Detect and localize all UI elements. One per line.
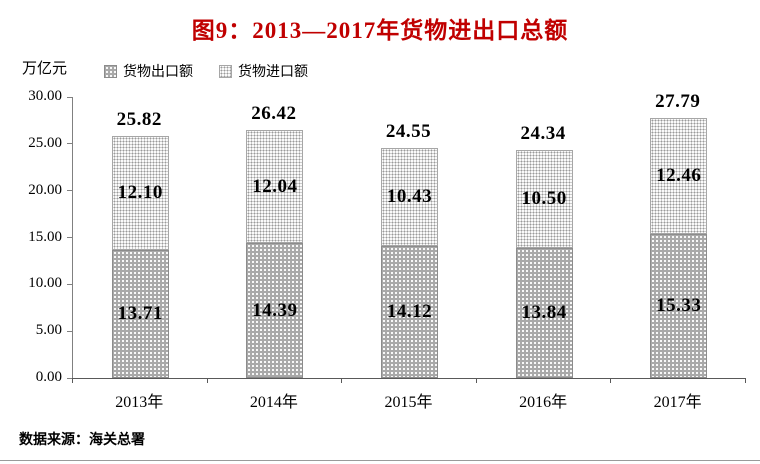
total-value-label: 24.34: [520, 123, 566, 144]
legend-label-import: 货物进口额: [238, 65, 308, 80]
y-tick-label: 0.00: [35, 369, 62, 385]
bar-2015年: 14.12 10.43: [381, 148, 438, 378]
x-tick-mark: [475, 378, 477, 383]
x-tick-mark: [206, 378, 208, 383]
x-category-label: 2016年: [519, 394, 568, 411]
y-tick-mark: [67, 190, 72, 192]
y-tick-mark: [67, 377, 72, 379]
import-value-label: 10.43: [386, 185, 433, 207]
x-category-label: 2013年: [115, 394, 164, 411]
bar-2014年: 14.39 12.04: [246, 130, 304, 378]
y-tick-label: 10.00: [28, 275, 62, 292]
data-source-note: 数据来源：海关总署: [19, 431, 145, 447]
y-tick-mark: [67, 283, 72, 285]
chart-title: 图9：2013—2017年货物进出口总额: [191, 18, 569, 43]
x-tick-mark: [745, 378, 746, 383]
bar-segment-export-2014年: 14.39: [246, 243, 304, 378]
bar-segment-export-2017年: 15.33: [650, 234, 708, 378]
y-axis-unit-label: 万亿元: [22, 61, 68, 77]
bar-2017年: 15.33 12.46: [650, 117, 708, 378]
x-tick-mark: [610, 378, 612, 383]
x-tick-mark: [341, 378, 343, 383]
import-swatch-icon: [219, 64, 232, 78]
export-value-label: 13.84: [521, 302, 567, 324]
y-tick-mark: [67, 143, 72, 145]
bar-2013年: 13.71 12.10: [111, 136, 169, 378]
chart-legend: 货物出口额 货物进口额: [104, 61, 308, 81]
y-tick-label: 30.00: [28, 88, 62, 104]
y-tick-mark: [67, 237, 72, 238]
y-tick-mark: [67, 96, 72, 98]
bar-segment-import-2017年: 12.46: [650, 117, 708, 235]
export-swatch-icon: [104, 64, 117, 78]
y-tick-label: 5.00: [35, 322, 62, 339]
y-tick-label: 15.00: [28, 228, 62, 245]
bar-segment-import-2016年: 10.50: [515, 150, 573, 249]
total-value-label: 27.79: [655, 90, 701, 112]
legend-item-import: 货物进口额: [219, 61, 308, 81]
bar-segment-import-2014年: 12.04: [246, 130, 304, 244]
x-category-label: 2015年: [384, 394, 433, 411]
y-tick-label: 20.00: [28, 181, 62, 198]
bar-segment-export-2013年: 13.71: [111, 249, 169, 378]
export-value-label: 14.12: [386, 300, 433, 322]
total-value-label: 26.42: [251, 103, 297, 125]
import-value-label: 12.04: [252, 175, 298, 197]
import-value-label: 12.46: [656, 165, 702, 187]
total-value-label: 24.55: [385, 121, 432, 143]
export-value-label: 13.71: [117, 302, 163, 324]
import-value-label: 10.50: [521, 188, 567, 210]
plot-area: 13.71 12.10 14.39 12.04 14.12 10.43 13.84 10.50…: [72, 97, 746, 379]
bar-segment-export-2016年: 13.84: [515, 248, 573, 378]
import-value-label: 12.10: [117, 181, 163, 203]
bar-segment-export-2015年: 14.12: [381, 245, 438, 378]
export-value-label: 15.33: [656, 295, 702, 317]
bar-segment-import-2015年: 10.43: [381, 148, 438, 246]
y-tick-label: 25.00: [28, 134, 62, 151]
export-value-label: 14.39: [252, 299, 298, 321]
bar-segment-import-2013年: 12.10: [111, 136, 169, 250]
y-tick-mark: [67, 330, 72, 332]
legend-item-export: 货物出口额: [104, 61, 193, 81]
bottom-divider: [0, 460, 760, 461]
total-value-label: 25.82: [116, 109, 162, 131]
legend-label-export: 货物出口额: [123, 65, 193, 80]
x-tick-mark: [72, 378, 73, 383]
x-category-label: 2017年: [653, 394, 702, 411]
x-category-label: 2014年: [249, 394, 298, 411]
bar-2016年: 13.84 10.50: [515, 150, 573, 378]
